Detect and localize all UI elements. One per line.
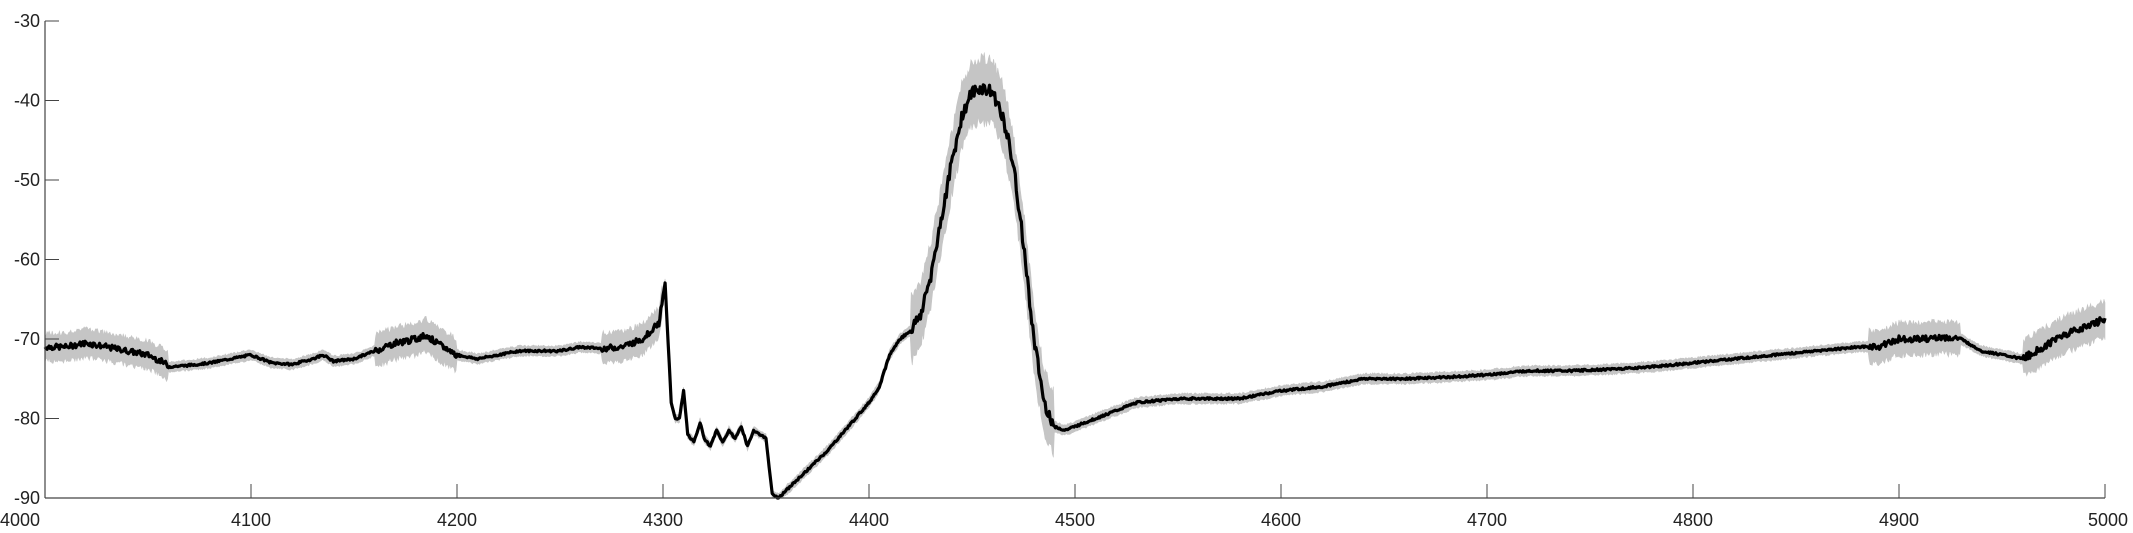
y-tick-label: -70 <box>14 329 40 349</box>
x-tick-label: 5000 <box>2088 510 2128 530</box>
y-tick-label: -60 <box>14 250 40 270</box>
y-tick-label: -40 <box>14 91 40 111</box>
x-tick-label: 4000 <box>0 510 40 530</box>
mean-series-line <box>43 83 2107 500</box>
x-tick-label: 4400 <box>849 510 889 530</box>
x-tick-label: 4300 <box>643 510 683 530</box>
mean-line-layer <box>43 83 2107 500</box>
y-tick-label: -80 <box>14 409 40 429</box>
y-tick-label: -30 <box>14 11 40 31</box>
x-ticks: 4000 4100 4200 4300 4400 4500 4600 4700 4800 4900… <box>0 484 2128 530</box>
x-tick-label: 4500 <box>1055 510 1095 530</box>
variance-band-area <box>44 52 2106 499</box>
variance-band <box>44 52 2106 499</box>
x-tick-label: 4800 <box>1673 510 1713 530</box>
y-tick-label: -50 <box>14 170 40 190</box>
y-tick-label: -90 <box>14 488 40 508</box>
x-tick-label: 4700 <box>1467 510 1507 530</box>
x-tick-label: 4100 <box>231 510 271 530</box>
y-ticks: -90 -80 -70 -60 -50 -40 -30 <box>14 11 59 508</box>
x-tick-label: 4900 <box>1879 510 1919 530</box>
x-tick-label: 4600 <box>1261 510 1301 530</box>
x-tick-label: 4200 <box>437 510 477 530</box>
